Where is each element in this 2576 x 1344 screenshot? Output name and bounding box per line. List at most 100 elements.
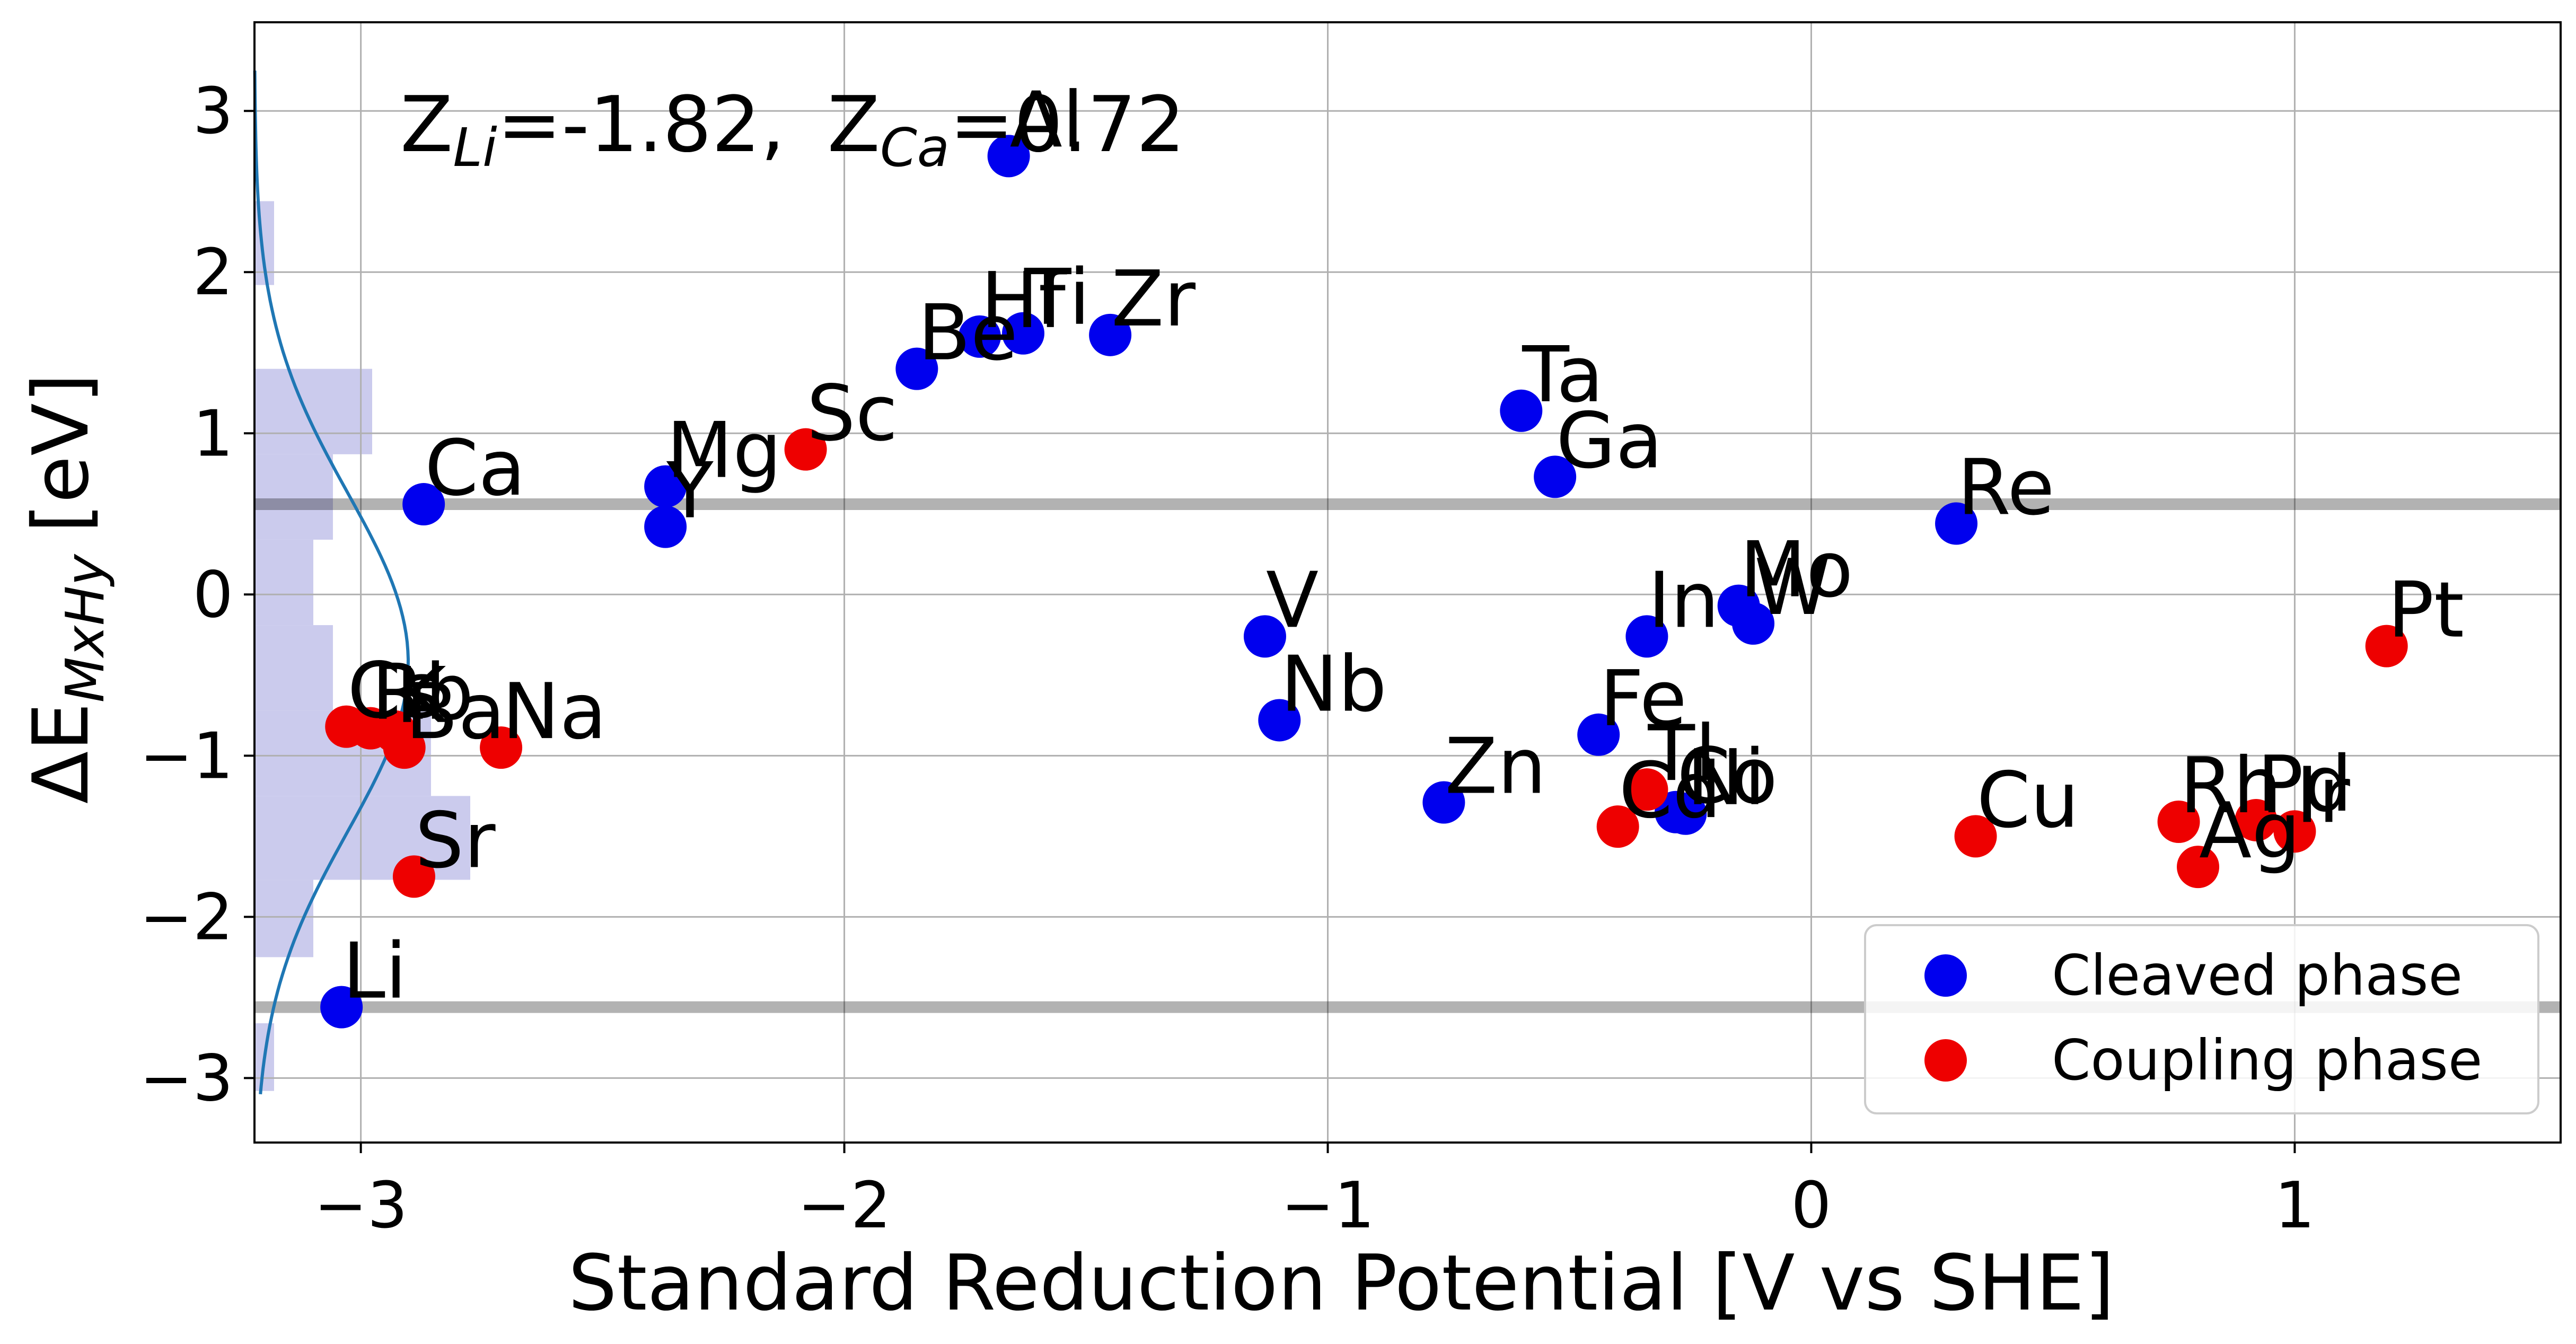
- point-label-cu: Cu: [1977, 756, 2079, 845]
- data-points: [320, 135, 2408, 1029]
- point-label-sc: Sc: [807, 369, 898, 459]
- point-label-co: Co: [1677, 732, 1778, 821]
- histogram-bar: [254, 539, 313, 626]
- legend-marker-coupling: [1924, 1039, 1967, 1082]
- point-label-ba: Ba: [406, 667, 505, 757]
- data-point-hf: [958, 315, 1001, 358]
- data-point-cu: [1954, 815, 1997, 858]
- point-label-re: Re: [1957, 443, 2054, 533]
- point-label-ti: Ti: [1024, 253, 1090, 342]
- point-label-li: Li: [342, 927, 407, 1016]
- data-point-ti: [1002, 312, 1044, 355]
- y-tick-label: 1: [193, 397, 233, 471]
- point-label-sr: Sr: [415, 796, 496, 885]
- data-point-be: [895, 347, 938, 390]
- point-label-ir: Ir: [2296, 751, 2350, 840]
- point-label-rh: Rh: [2180, 741, 2282, 831]
- point-label-cs: Cs: [347, 646, 441, 736]
- legend-box: [1864, 924, 2539, 1114]
- point-label-ca: Ca: [425, 424, 525, 513]
- y-axis-label-symbol: ΔE: [16, 702, 106, 804]
- legend: Cleaved phase Coupling phase: [1864, 924, 2539, 1114]
- point-label-zr: Zr: [1111, 254, 1195, 344]
- data-point-ag: [2177, 846, 2220, 889]
- y-axis-label-unit: [eV]: [16, 373, 106, 533]
- point-label-mo: Mo: [1740, 525, 1853, 615]
- point-label-al: Al: [1010, 75, 1084, 165]
- data-point-tl: [1625, 768, 1668, 811]
- data-point-ga: [1534, 455, 1577, 498]
- legend-label-cleaved: Cleaved phase: [2052, 943, 2463, 1008]
- point-label-pt: Pt: [2388, 566, 2464, 655]
- point-label-ta: Ta: [1522, 330, 1603, 420]
- x-axis-label: Standard Reduction Potential [V vs SHE]: [568, 1238, 2115, 1328]
- y-tick-label: −1: [139, 719, 233, 793]
- density-curve-path: [253, 71, 410, 1095]
- point-label-ag: Ag: [2199, 786, 2300, 876]
- legend-label-coupling: Coupling phase: [2052, 1028, 2483, 1093]
- legend-marker-cleaved: [1924, 954, 1967, 997]
- data-point-al: [987, 135, 1030, 178]
- x-tick-label: 1: [2274, 1169, 2315, 1243]
- data-point-sr: [392, 855, 435, 898]
- point-label-in: In: [1648, 556, 1719, 645]
- point-label-hf: Hf: [981, 256, 1067, 346]
- data-point-zr: [1089, 313, 1132, 356]
- z-ca-value: =0.72: [949, 80, 1185, 170]
- z-ca-symbol: Z: [828, 80, 880, 170]
- data-point-fe: [1577, 713, 1620, 756]
- grid: [254, 22, 2561, 1143]
- density-curve: [253, 71, 410, 1095]
- histogram-bar: [254, 368, 372, 454]
- point-label-mg: Mg: [666, 406, 781, 496]
- data-point-zn: [1422, 781, 1465, 824]
- data-point-in: [1625, 615, 1668, 658]
- data-point-ca: [402, 483, 445, 526]
- x-tick-label: −3: [314, 1169, 408, 1243]
- histogram: [254, 201, 470, 1091]
- histogram-bar: [254, 796, 470, 880]
- z-score-annotation: ZLi=-1.82, ZCa=0.72: [400, 80, 1185, 179]
- plot-frame: [253, 21, 2562, 1144]
- y-tick-label: 0: [193, 558, 233, 632]
- y-tick-label: −3: [139, 1042, 233, 1115]
- point-label-ni: Ni: [1686, 733, 1765, 823]
- data-point-ir: [2273, 810, 2316, 853]
- histogram-bar: [254, 454, 333, 540]
- data-point-pd: [2235, 798, 2278, 841]
- x-tick-label: −2: [797, 1169, 891, 1243]
- z-li-subscript: Li: [453, 117, 497, 179]
- data-point-y: [644, 505, 687, 548]
- data-point-ta: [1500, 389, 1543, 432]
- data-point-re: [1935, 502, 1978, 545]
- data-point-nb: [1258, 699, 1301, 742]
- data-point-w: [1732, 602, 1775, 645]
- data-point-ni: [1664, 792, 1707, 835]
- data-point-rh: [2157, 800, 2200, 843]
- point-label-rb: Rb: [372, 648, 474, 737]
- point-label-cd: Cd: [1619, 746, 1721, 836]
- data-point-sc: [784, 428, 827, 471]
- data-point-na: [480, 726, 523, 769]
- point-label-ga: Ga: [1556, 396, 1663, 486]
- axis-ticks: −3 −2 −1 0 1 −3 −2 −1 0 1 2 3: [139, 75, 2315, 1243]
- y-tick-label: 3: [193, 75, 233, 148]
- data-point-v: [1243, 615, 1286, 658]
- point-label-na: Na: [502, 667, 606, 757]
- y-axis-label: ΔEMxHy [eV]: [16, 373, 116, 804]
- data-point-li: [320, 986, 363, 1029]
- point-label-nb: Nb: [1280, 639, 1387, 729]
- point-label-fe: Fe: [1599, 654, 1687, 744]
- y-tick-label: −2: [139, 881, 233, 954]
- point-label-pd: Pd: [2257, 740, 2352, 829]
- point-label-tl: Tl: [1647, 709, 1716, 798]
- y-tick-label: 2: [193, 236, 233, 310]
- data-point-ba: [383, 726, 426, 769]
- x-tick-label: −1: [1281, 1169, 1375, 1243]
- x-tick-label: 0: [1791, 1169, 1831, 1243]
- point-label-v: V: [1266, 556, 1318, 645]
- z-li-value: =-1.82,: [497, 80, 785, 170]
